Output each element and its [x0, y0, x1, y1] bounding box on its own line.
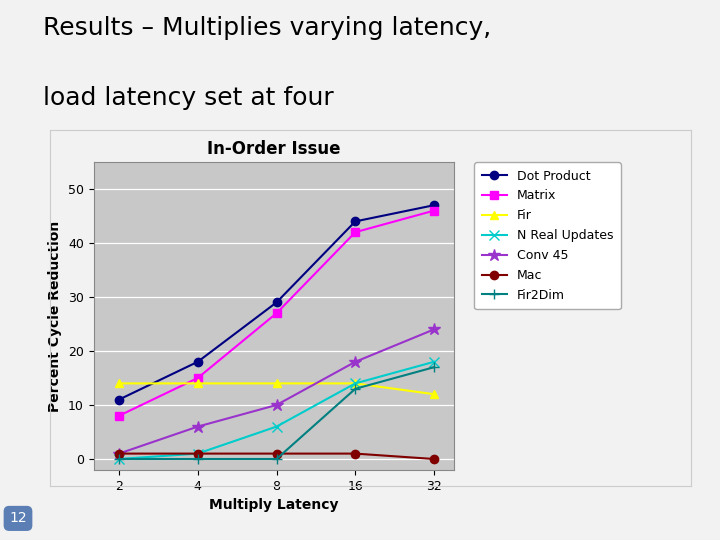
Line: Dot Product: Dot Product: [114, 201, 438, 404]
Conv 45: [114, 450, 123, 457]
Mac: [430, 456, 438, 462]
Line: Fir2Dim: Fir2Dim: [114, 362, 439, 464]
Fir2Dim: [194, 456, 202, 462]
Dot Product: [430, 202, 438, 208]
Fir2Dim: [430, 364, 438, 370]
Mac: [114, 450, 123, 457]
N Real Updates: [351, 380, 359, 387]
Dot Product: [351, 218, 359, 225]
Matrix: [194, 375, 202, 381]
N Real Updates: [272, 423, 281, 430]
Line: Conv 45: Conv 45: [113, 323, 441, 460]
Matrix: [430, 207, 438, 214]
Conv 45: [194, 423, 202, 430]
Fir: [114, 380, 123, 387]
Text: 12: 12: [9, 511, 27, 525]
N Real Updates: [430, 359, 438, 365]
Text: Results – Multiplies varying latency,: Results – Multiplies varying latency,: [43, 16, 492, 40]
Dot Product: [194, 359, 202, 365]
Fir2Dim: [114, 456, 123, 462]
Y-axis label: Percent Cycle Reduction: Percent Cycle Reduction: [48, 220, 63, 411]
Conv 45: [430, 326, 438, 333]
Fir: [351, 380, 359, 387]
Mac: [351, 450, 359, 457]
Fir2Dim: [351, 386, 359, 392]
Line: Mac: Mac: [114, 449, 438, 463]
Matrix: [351, 229, 359, 235]
Mac: [194, 450, 202, 457]
Matrix: [114, 413, 123, 419]
Matrix: [272, 310, 281, 316]
Title: In-Order Issue: In-Order Issue: [207, 140, 341, 158]
Line: Fir: Fir: [114, 379, 438, 399]
Fir: [272, 380, 281, 387]
Mac: [272, 450, 281, 457]
Text: load latency set at four: load latency set at four: [43, 86, 334, 110]
Fir2Dim: [272, 456, 281, 462]
N Real Updates: [194, 450, 202, 457]
Conv 45: [272, 402, 281, 408]
Fir: [430, 391, 438, 397]
Dot Product: [114, 396, 123, 403]
Legend: Dot Product, Matrix, Fir, N Real Updates, Conv 45, Mac, Fir2Dim: Dot Product, Matrix, Fir, N Real Updates…: [474, 162, 621, 309]
N Real Updates: [114, 456, 123, 462]
X-axis label: Multiply Latency: Multiply Latency: [209, 498, 338, 512]
Line: Matrix: Matrix: [114, 206, 438, 420]
Conv 45: [351, 359, 359, 365]
Dot Product: [272, 299, 281, 306]
Fir: [194, 380, 202, 387]
Line: N Real Updates: N Real Updates: [114, 357, 439, 464]
